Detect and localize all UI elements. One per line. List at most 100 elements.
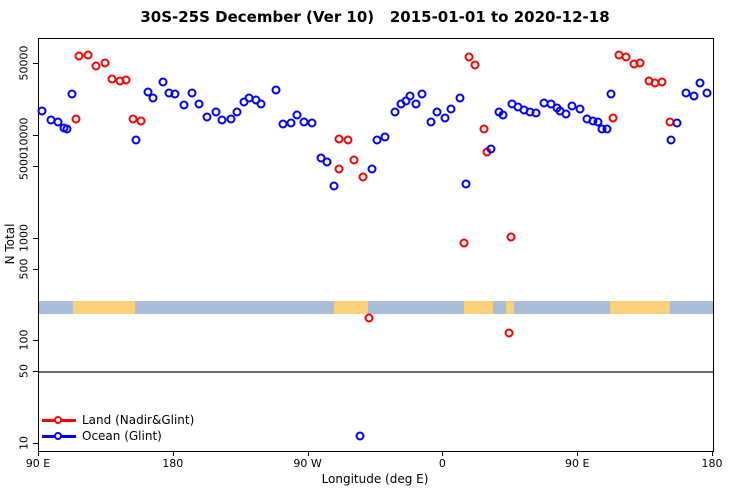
ocean-data-point <box>148 93 158 103</box>
ocean-data-point <box>292 110 302 120</box>
x-tick-label: 90 W <box>293 457 322 470</box>
ocean-data-point <box>455 93 465 103</box>
band-land-segment <box>506 301 514 314</box>
y-axis-label: N Total <box>3 223 17 265</box>
ocean-data-point <box>417 89 427 99</box>
y-tick-label: 100 <box>17 329 31 351</box>
x-tick <box>712 451 713 456</box>
y-tick-label: 10000 <box>17 117 31 153</box>
ocean-data-point <box>307 118 317 128</box>
x-tick-label: 90 E <box>25 457 51 470</box>
ocean-data-point <box>194 99 204 109</box>
x-tick <box>172 451 174 456</box>
ocean-data-point <box>380 132 390 142</box>
y-tick <box>33 237 38 239</box>
chart-title: 30S-25S December (Ver 10) 2015-01-01 to … <box>140 8 610 26</box>
plot-area <box>37 38 714 452</box>
ocean-data-point <box>62 124 72 134</box>
ocean-data-point <box>217 115 227 125</box>
ocean-data-point <box>702 88 712 98</box>
land-data-point <box>470 60 480 70</box>
land-data-point <box>621 52 631 62</box>
ocean-data-point <box>67 89 77 99</box>
legend-label: Land (Nadir&Glint) <box>82 413 195 427</box>
y-tick-label: 10 <box>17 436 31 451</box>
x-tick-label: 180 <box>162 457 184 470</box>
ocean-data-point <box>202 112 212 122</box>
land-data-point <box>635 58 645 68</box>
y-tick-label: 50 <box>17 364 31 379</box>
ocean-data-point <box>286 118 296 128</box>
y-tick-label: 1000 <box>17 223 31 252</box>
land-data-point <box>83 50 93 60</box>
ocean-data-point <box>158 77 168 87</box>
ocean-data-point <box>211 107 221 117</box>
legend-label: Ocean (Glint) <box>82 429 162 443</box>
y-tick <box>33 134 38 136</box>
ocean-data-point <box>426 117 436 127</box>
land-data-point <box>506 232 516 242</box>
band-land-segment <box>609 301 670 314</box>
reference-line-50 <box>39 371 713 374</box>
ocean-data-point <box>405 91 415 101</box>
ocean-data-point <box>232 107 242 117</box>
ocean-data-point <box>355 431 365 441</box>
ocean-data-point <box>561 109 571 119</box>
ocean-data-point <box>498 110 508 120</box>
ocean-data-point <box>695 78 705 88</box>
legend-item: Land (Nadir&Glint) <box>42 412 194 428</box>
land-data-point <box>657 77 667 87</box>
land-data-point <box>464 52 474 62</box>
ocean-data-point <box>486 144 496 154</box>
land-data-point <box>71 114 81 124</box>
ocean-data-point <box>187 88 197 98</box>
land-data-point <box>334 164 344 174</box>
land-data-point <box>608 113 618 123</box>
y-tick <box>33 62 38 64</box>
ocean-data-point <box>432 107 442 117</box>
y-tick <box>33 443 38 445</box>
y-tick <box>33 268 38 270</box>
ocean-data-point <box>411 99 421 109</box>
band-land-segment <box>334 301 369 314</box>
land-data-point <box>364 313 373 323</box>
land-data-point <box>121 75 131 85</box>
land-ocean-band <box>39 301 713 314</box>
x-tick <box>442 451 444 456</box>
ocean-data-point <box>531 108 541 118</box>
ocean-data-point <box>602 124 612 134</box>
land-data-point <box>349 155 359 165</box>
y-tick <box>33 340 38 342</box>
ocean-data-point <box>271 85 281 95</box>
ocean-data-point <box>170 89 180 99</box>
legend-item: Ocean (Glint) <box>42 428 194 444</box>
land-data-point <box>74 51 84 61</box>
ocean-data-point <box>37 106 47 116</box>
land-data-point <box>334 134 344 144</box>
y-tick-label: 500 <box>17 258 31 280</box>
ocean-data-point <box>575 104 585 114</box>
x-tick-label: 90 E <box>564 457 590 470</box>
land-data-point <box>343 135 353 145</box>
ocean-data-point <box>179 100 189 110</box>
land-data-point <box>91 61 101 71</box>
x-tick-label: 0 <box>438 457 446 470</box>
x-tick <box>307 451 309 456</box>
land-data-point <box>459 238 469 248</box>
legend-marker <box>42 415 76 426</box>
ocean-data-point <box>322 157 332 167</box>
legend: Land (Nadir&Glint) Ocean (Glint) <box>42 412 194 444</box>
land-data-point <box>358 172 368 182</box>
ocean-data-point <box>226 114 236 124</box>
y-tick-label: 50000 <box>17 45 31 81</box>
ocean-data-point <box>461 179 471 189</box>
ocean-data-point <box>53 117 63 127</box>
ocean-data-point <box>367 164 376 174</box>
ocean-data-point <box>666 135 676 145</box>
ocean-data-point <box>689 91 699 101</box>
y-tick <box>33 371 38 373</box>
ocean-data-point <box>593 117 603 127</box>
ocean-data-point <box>390 107 400 117</box>
band-land-segment <box>464 301 493 314</box>
ocean-data-point <box>131 135 141 145</box>
